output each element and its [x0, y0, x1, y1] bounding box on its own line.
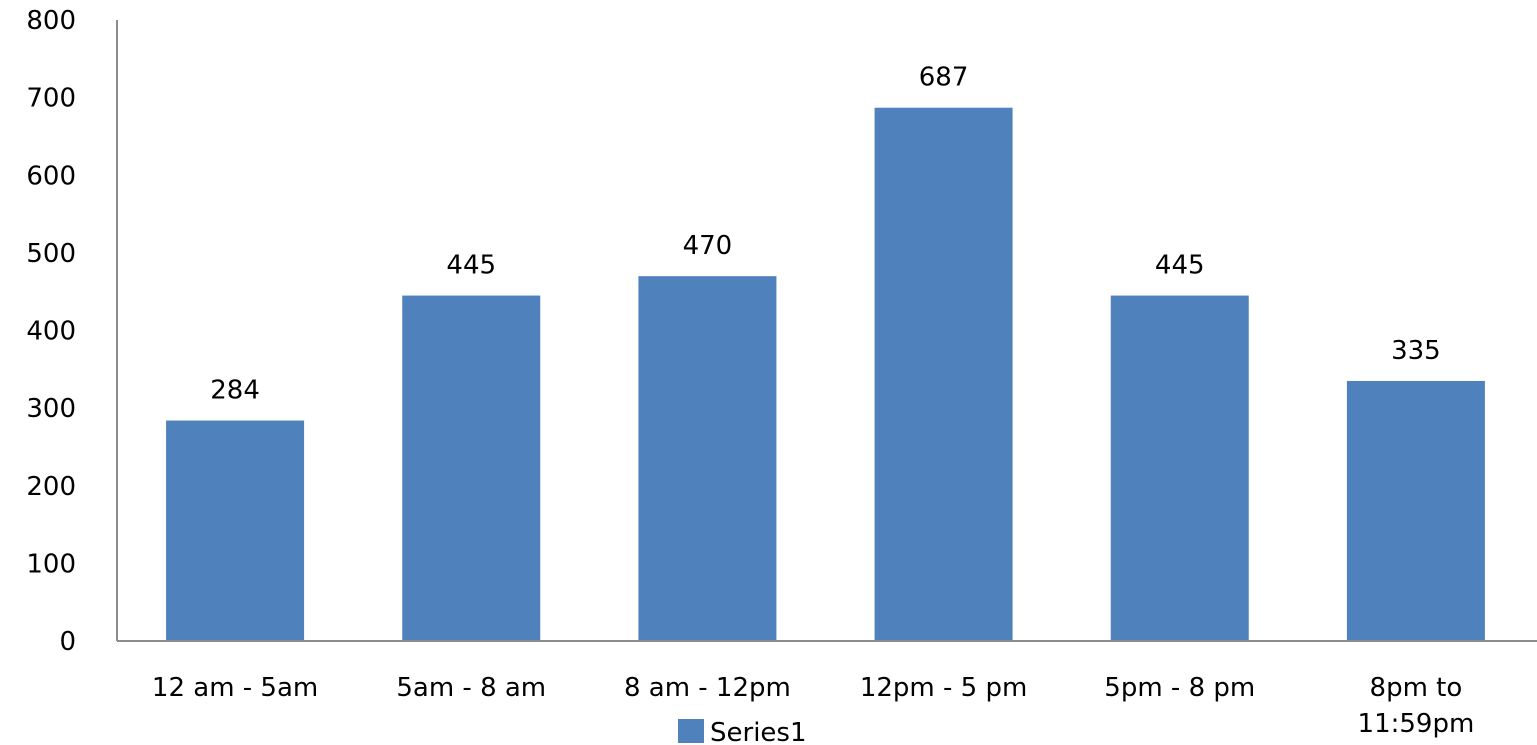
y-tick-label: 300 — [26, 394, 76, 424]
x-axis-labels: 12 am - 5am 5am - 8 am 8 am - 12pm 12pm - 5… — [152, 673, 1474, 739]
x-tick-label: 11:59pm — [1358, 709, 1475, 739]
y-tick-label: 100 — [26, 549, 76, 579]
legend-swatch — [678, 719, 704, 743]
data-labels: 284 445 470 687 445 335 — [210, 63, 1440, 406]
legend-label: Series1 — [710, 718, 807, 745]
data-label: 687 — [919, 63, 969, 93]
y-axis-ticks: 0 100 200 300 400 500 600 700 800 — [26, 6, 76, 657]
x-tick-label: 12 am - 5am — [152, 673, 318, 703]
bar — [874, 107, 1013, 641]
y-tick-label: 400 — [26, 317, 76, 347]
data-label: 284 — [210, 376, 260, 406]
x-tick-label: 8pm to — [1370, 673, 1463, 703]
data-label: 445 — [446, 251, 496, 281]
y-tick-label: 700 — [26, 84, 76, 114]
data-label: 470 — [683, 231, 733, 261]
y-tick-label: 200 — [26, 472, 76, 502]
bar — [402, 295, 541, 641]
bar — [166, 420, 305, 641]
bar — [1110, 295, 1249, 641]
x-tick-label: 12pm - 5 pm — [860, 673, 1027, 703]
y-tick-label: 500 — [26, 239, 76, 269]
data-label: 445 — [1155, 251, 1205, 281]
y-tick-label: 0 — [59, 627, 76, 657]
data-label: 335 — [1391, 336, 1441, 366]
bar — [638, 276, 777, 641]
legend: Series1 — [678, 718, 807, 745]
y-tick-label: 800 — [26, 6, 76, 36]
bar — [1346, 380, 1485, 641]
x-tick-label: 8 am - 12pm — [624, 673, 791, 703]
x-tick-label: 5pm - 8 pm — [1104, 673, 1255, 703]
bars — [166, 107, 1485, 641]
y-tick-label: 600 — [26, 161, 76, 191]
x-tick-label: 5am - 8 am — [396, 673, 546, 703]
